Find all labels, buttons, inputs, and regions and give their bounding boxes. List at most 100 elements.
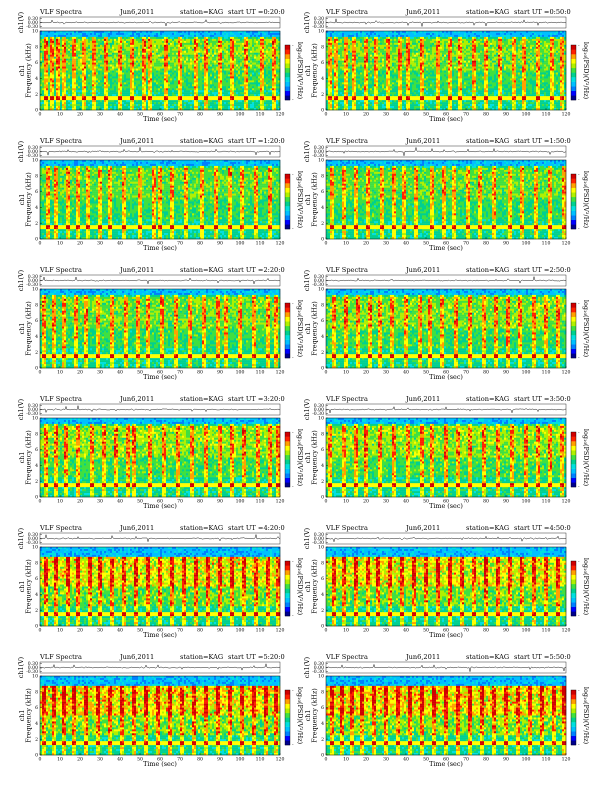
spectrogram-cell bbox=[170, 106, 172, 108]
spectrogram-cell bbox=[182, 31, 184, 33]
spectrogram-cell bbox=[86, 69, 88, 71]
spectrogram-cell bbox=[182, 37, 184, 39]
spectrogram-cell bbox=[146, 67, 148, 69]
spectrogram-cell bbox=[160, 80, 162, 82]
spectrogram-cell bbox=[224, 47, 226, 49]
spectrogram-cell bbox=[92, 33, 94, 35]
spectrogram-cell bbox=[44, 57, 46, 59]
spectrogram-cell bbox=[218, 76, 220, 78]
spectrogram-cell bbox=[60, 80, 62, 82]
spectrogram-cell bbox=[238, 90, 240, 92]
spectrogram-cell bbox=[42, 45, 44, 47]
spectrogram-cell bbox=[134, 98, 136, 100]
spectrogram-cell bbox=[230, 72, 232, 74]
spectrogram-cell bbox=[86, 71, 88, 73]
spectrogram-cell bbox=[198, 33, 200, 35]
spectrogram-cell bbox=[46, 88, 48, 90]
spectrogram-cell bbox=[184, 80, 186, 82]
spectrogram-cell bbox=[40, 39, 42, 41]
spectrogram-cell bbox=[162, 37, 164, 39]
spectrogram-cell bbox=[126, 57, 128, 59]
spectrogram-cell bbox=[78, 88, 80, 90]
spectrogram-cell bbox=[228, 39, 230, 41]
spectrogram-cell bbox=[116, 61, 118, 63]
spectrogram-cell bbox=[110, 37, 112, 39]
spectrogram-cell bbox=[222, 94, 224, 96]
spectrogram-cell bbox=[68, 92, 70, 94]
spectrogram-cell bbox=[230, 31, 232, 33]
spectrogram-cell bbox=[236, 45, 238, 47]
spectrogram-cell bbox=[202, 59, 204, 61]
spectrogram-cell bbox=[230, 43, 232, 45]
spectrogram-cell bbox=[198, 106, 200, 108]
spectrogram-cell bbox=[80, 92, 82, 94]
spectrogram-cell bbox=[134, 80, 136, 82]
spectrogram-cell bbox=[136, 100, 138, 102]
spectrogram-cell bbox=[90, 35, 92, 37]
spectrogram-cell bbox=[242, 100, 244, 102]
spectrogram-cell bbox=[54, 106, 56, 108]
spectrogram-cell bbox=[196, 88, 198, 90]
spectrogram-cell bbox=[178, 84, 180, 86]
spectrogram-cell bbox=[214, 90, 216, 92]
spectrogram-cell bbox=[114, 72, 116, 74]
spectrogram-cell bbox=[200, 86, 202, 88]
spectrogram-cell bbox=[170, 53, 172, 55]
spectrogram-cell bbox=[68, 59, 70, 61]
spectrogram-cell bbox=[84, 35, 86, 37]
spectrogram-cell bbox=[166, 78, 168, 80]
spectrogram-cell bbox=[186, 55, 188, 57]
spectrogram-cell bbox=[176, 49, 178, 51]
spectrogram-cell bbox=[152, 90, 154, 92]
spectrogram-cell bbox=[240, 65, 242, 67]
spectrogram-cell bbox=[90, 98, 92, 100]
spectrogram-cell bbox=[140, 63, 142, 65]
spectrogram-cell bbox=[140, 61, 142, 63]
spectrogram-cell bbox=[212, 31, 214, 33]
spectrogram-cell bbox=[68, 86, 70, 88]
spectrogram-cell bbox=[208, 59, 210, 61]
spectrogram-cell bbox=[158, 96, 160, 98]
spectrogram-cell bbox=[226, 35, 228, 37]
spectrogram-cell bbox=[230, 65, 232, 67]
spectrogram-cell bbox=[110, 33, 112, 35]
spectrogram-cell bbox=[134, 92, 136, 94]
spectrogram-cell bbox=[102, 96, 104, 98]
spectrogram-cell bbox=[222, 98, 224, 100]
spectrogram-cell bbox=[206, 41, 208, 43]
spectrogram-cell bbox=[68, 80, 70, 82]
spectrogram-cell bbox=[110, 74, 112, 76]
spectrogram-cell bbox=[206, 39, 208, 41]
spectrogram-cell bbox=[220, 59, 222, 61]
spectrogram-cell bbox=[190, 53, 192, 55]
spectrogram-cell bbox=[150, 45, 152, 47]
spectrogram-cell bbox=[206, 98, 208, 100]
spectrogram-cell bbox=[122, 61, 124, 63]
spectrogram-cell bbox=[50, 80, 52, 82]
spectrogram-cell bbox=[148, 76, 150, 78]
spectrogram-cell bbox=[142, 31, 144, 33]
spectrogram-cell bbox=[120, 45, 122, 47]
spectrogram-cell bbox=[158, 102, 160, 104]
spectrogram-cell bbox=[214, 55, 216, 57]
spectrogram-cell bbox=[142, 74, 144, 76]
spectrogram-cell bbox=[96, 47, 98, 49]
spectrogram-cell bbox=[82, 80, 84, 82]
spectrogram-cell bbox=[176, 98, 178, 100]
spectrogram-cell bbox=[52, 33, 54, 35]
spectrogram-cell bbox=[226, 33, 228, 35]
spectrogram-cell bbox=[74, 86, 76, 88]
spectrogram-cell bbox=[96, 31, 98, 33]
spectrogram-cell bbox=[190, 90, 192, 92]
spectrogram-cell bbox=[180, 72, 182, 74]
spectrogram-cell bbox=[168, 59, 170, 61]
spectrogram-cell bbox=[192, 33, 194, 35]
spectrogram-cell bbox=[156, 67, 158, 69]
spectrogram-cell bbox=[190, 82, 192, 84]
spectrogram-cell bbox=[178, 57, 180, 59]
spectrogram-cell bbox=[180, 43, 182, 45]
spectrogram-cell bbox=[110, 67, 112, 69]
spectrogram-cell bbox=[42, 92, 44, 94]
spectrogram-cell bbox=[210, 74, 212, 76]
spectrogram-cell bbox=[180, 69, 182, 71]
